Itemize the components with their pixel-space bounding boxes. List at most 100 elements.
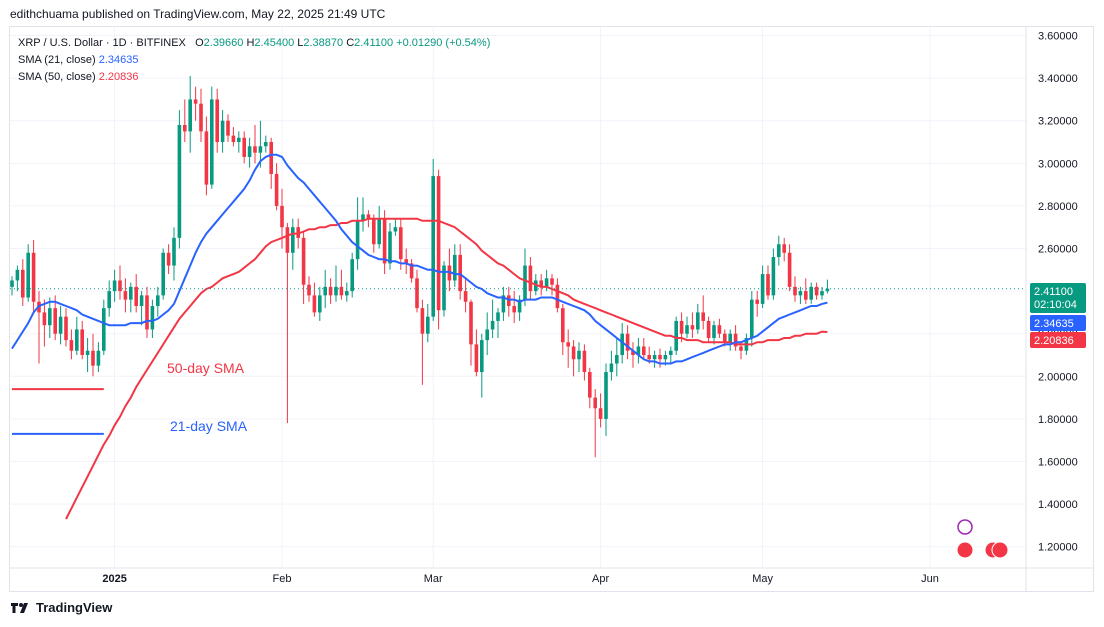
candle-body: [469, 301, 473, 345]
candle-body: [166, 252, 171, 266]
candle-body: [766, 274, 770, 296]
tradingview-logo-icon: [11, 602, 28, 613]
candle-body: [555, 284, 560, 309]
candle-body: [355, 220, 360, 260]
candle-body: [825, 288, 830, 292]
x-tick-label: May: [752, 573, 773, 585]
x-tick-label: 2025: [102, 573, 126, 585]
candle-body: [631, 350, 635, 356]
candle-body: [129, 286, 133, 300]
candle-body: [204, 131, 209, 185]
candle-body: [382, 218, 387, 264]
candle-body: [577, 350, 581, 360]
candle-body: [615, 355, 619, 364]
candle-body: [728, 333, 732, 343]
candle-body: [474, 344, 479, 373]
candle-body: [566, 342, 570, 347]
candle-body: [480, 340, 484, 373]
y-tick-label: 3.20000: [1038, 116, 1078, 128]
candle-body: [69, 340, 74, 351]
candle-body: [334, 286, 338, 296]
sma21-legend-row[interactable]: SMA (21, close) 2.34635: [18, 52, 490, 69]
candle-body: [274, 173, 279, 206]
symbol-label[interactable]: XRP / U.S. Dollar · 1D · BITFINEX: [18, 37, 186, 49]
candle-body: [436, 176, 441, 311]
candle-body: [706, 320, 711, 338]
candle-body: [85, 350, 90, 356]
candle-body: [679, 320, 684, 334]
candle-body: [285, 227, 290, 253]
candle-body: [426, 316, 430, 334]
candle-body: [91, 350, 95, 366]
candle-body: [188, 99, 192, 132]
us-flag-icon: [956, 541, 974, 559]
candle-body: [15, 269, 20, 281]
sma50-annotation: 50-day SMA: [167, 360, 245, 376]
candle-body: [242, 137, 246, 157]
candle-body: [58, 316, 63, 334]
candle-body: [528, 265, 533, 292]
candle-body: [517, 299, 522, 313]
candle-body: [53, 308, 57, 334]
y-tick-label: 3.40000: [1038, 73, 1078, 85]
candle-body: [593, 397, 597, 409]
close-label: C: [346, 37, 355, 49]
candle-body: [269, 142, 273, 174]
last-price-tag-text: 2.41100: [1034, 286, 1073, 298]
sma50-legend-row[interactable]: SMA (50, close) 2.20836: [18, 69, 490, 86]
candle-body: [539, 280, 543, 287]
candle-body: [674, 320, 678, 351]
candle-body: [798, 291, 803, 296]
candle-body: [237, 137, 241, 143]
symbol-row: XRP / U.S. Dollar · 1D · BITFINEX O2.396…: [18, 35, 490, 52]
candle-body: [723, 333, 727, 343]
x-tick-label: Apr: [592, 573, 609, 585]
candle-body: [809, 286, 813, 300]
candle-body: [642, 346, 646, 356]
candle-body: [145, 295, 149, 330]
candle-body: [345, 291, 349, 296]
candle-body: [453, 254, 457, 281]
candle-body: [318, 295, 322, 313]
low-value: 2.38870: [303, 37, 344, 49]
y-tick-label: 1.80000: [1038, 414, 1078, 426]
candle-body: [193, 99, 198, 104]
candle-body: [231, 135, 236, 143]
candle-body: [42, 312, 47, 326]
candle-body: [523, 265, 527, 300]
y-tick-label: 3.60000: [1038, 31, 1078, 43]
candle-body: [328, 286, 333, 296]
candle-body: [177, 124, 182, 238]
candle-body: [75, 329, 79, 351]
candle-body: [550, 278, 554, 285]
candle-body: [544, 278, 549, 287]
candle-body: [420, 308, 425, 334]
candle-body: [588, 372, 592, 398]
candle-body: [372, 218, 376, 245]
candle-body: [307, 284, 311, 296]
candle-body: [399, 227, 403, 260]
candle-body: [571, 346, 576, 360]
candle-body: [199, 103, 203, 132]
candle-body: [755, 299, 759, 304]
sma21-legend-value: 2.34635: [98, 54, 139, 66]
candle-body: [10, 280, 14, 287]
candle-body: [496, 312, 500, 321]
candle-body: [404, 259, 408, 264]
tradingview-footer[interactable]: TradingView: [10, 600, 112, 615]
candle-body: [139, 295, 144, 307]
x-tick-label: Jun: [921, 573, 939, 585]
candle-body: [782, 244, 786, 253]
candle-body: [312, 295, 317, 313]
candle-body: [636, 346, 641, 356]
candle-body: [512, 306, 516, 313]
us-flag-icon: [991, 541, 1009, 559]
candle-body: [598, 408, 603, 419]
candle-body: [150, 306, 155, 330]
candle-body: [161, 252, 165, 296]
chart-legend: XRP / U.S. Dollar · 1D · BITFINEX O2.396…: [18, 35, 490, 86]
candle-body: [804, 291, 808, 300]
high-label: H: [246, 37, 255, 49]
candle-body: [814, 286, 819, 296]
